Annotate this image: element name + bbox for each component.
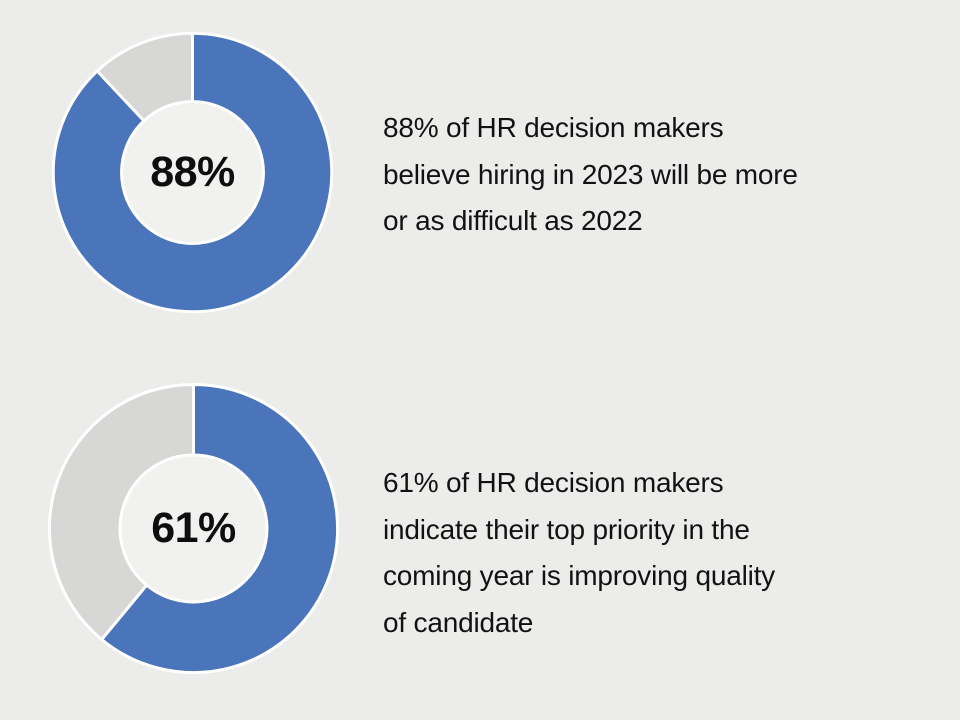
- donut-slice-value: [100, 382, 340, 675]
- stat-caption-line: indicate their top priority in the: [383, 513, 750, 545]
- donut-svg: [51, 31, 334, 314]
- donut-hole: [120, 455, 267, 602]
- stat-caption-61: 61% of HR decision makers indicate their…: [383, 460, 775, 646]
- donut-slice-remainder: [47, 382, 195, 641]
- donut-chart-61: 61%: [45, 380, 342, 677]
- donut-slice-remainder: [95, 31, 194, 123]
- stat-caption-line: 61% of HR decision makers: [383, 467, 724, 498]
- donut-chart-88: 88%: [49, 29, 336, 316]
- donut-center-label: 61%: [151, 504, 236, 552]
- stat-caption-line: believe hiring in 2023 will be more: [383, 158, 798, 190]
- stat-caption-line: coming year is improving quality: [383, 560, 775, 591]
- donut-slice-value: [51, 31, 334, 314]
- stat-caption-line: of candidate: [383, 606, 534, 638]
- stat-caption-line: or as difficult as 2022: [383, 205, 643, 236]
- stat-caption-line: 88% of HR decision makers: [383, 112, 724, 143]
- donut-hole: [121, 101, 264, 244]
- stat-caption-88: 88% of HR decision makers believe hiring…: [383, 105, 798, 245]
- donut-center-label: 88%: [150, 148, 235, 196]
- donut-svg: [47, 382, 340, 675]
